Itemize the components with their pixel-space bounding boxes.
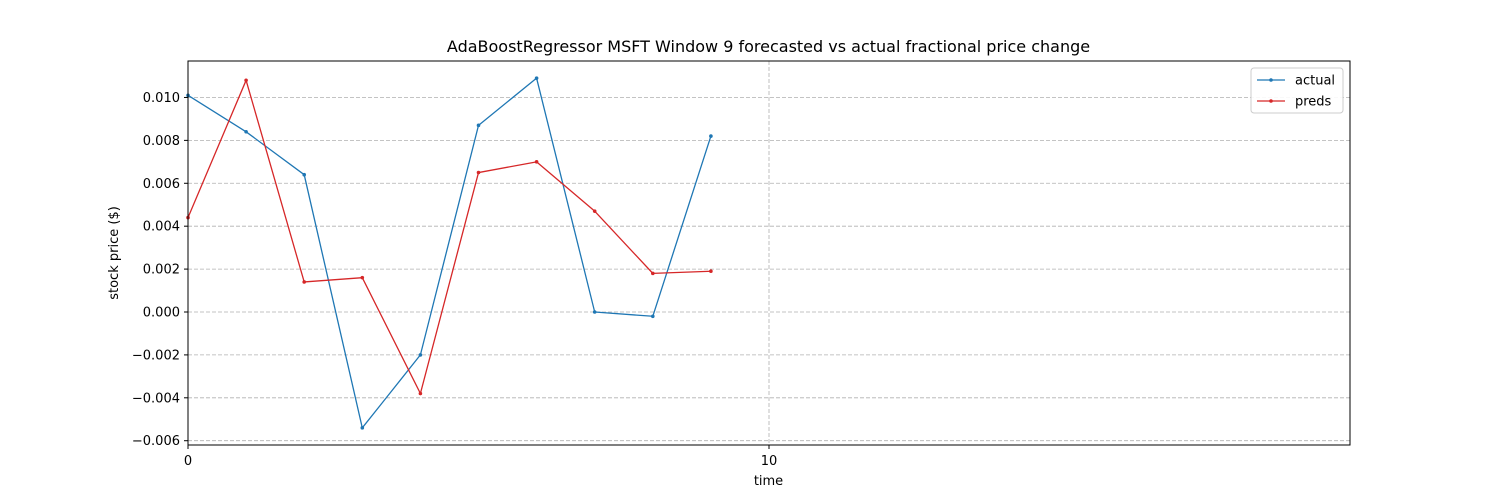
data-point-actual	[476, 123, 481, 128]
series-line-actual	[187, 77, 712, 429]
legend-label-preds: preds	[1295, 95, 1332, 110]
data-point-preds	[302, 280, 307, 284]
y-tick-label: 0.002	[143, 263, 180, 278]
x-tick-label: 10	[761, 454, 778, 469]
legend-marker-actual	[1269, 78, 1273, 82]
y-tick-label: 0.010	[143, 91, 180, 106]
data-point-actual	[244, 129, 248, 134]
y-tick-label: 0.000	[143, 305, 180, 320]
data-point-actual	[418, 353, 423, 357]
legend-box	[1250, 67, 1344, 114]
legend: actual preds	[1250, 67, 1344, 114]
y-axis-label: stock price ($)	[107, 206, 122, 300]
y-tick-label: −0.006	[132, 434, 180, 449]
data-point-actual	[360, 426, 365, 430]
x-tick-label: 0	[184, 454, 192, 469]
data-point-actual	[709, 134, 713, 138]
legend-marker-preds	[1269, 99, 1273, 103]
x-axis-label: time	[754, 474, 783, 489]
y-tick-label: 0.008	[143, 134, 180, 149]
data-point-preds	[476, 170, 481, 175]
chart-title: AdaBoostRegressor MSFT Window 9 forecast…	[447, 37, 1090, 56]
series-preds	[186, 78, 713, 396]
data-point-preds	[360, 275, 365, 280]
data-point-preds	[709, 269, 713, 274]
series-line-preds	[187, 79, 711, 395]
data-point-preds	[418, 391, 423, 396]
data-point-actual	[592, 310, 597, 314]
legend-label-actual: actual	[1295, 74, 1335, 89]
y-tick-label: −0.002	[132, 348, 180, 363]
data-point-preds	[651, 271, 655, 276]
data-point-actual	[534, 76, 539, 80]
grid	[187, 61, 1350, 445]
series-group	[186, 76, 713, 430]
y-tick-label: 0.006	[143, 177, 180, 192]
data-point-preds	[244, 78, 248, 83]
data-point-preds	[534, 160, 539, 164]
y-tick-label: 0.004	[143, 220, 180, 235]
y-tick-label: −0.004	[132, 391, 180, 406]
series-actual	[186, 76, 713, 430]
axis-ticks: −0.006 −0.004 −0.002 0.000 0.002 0.004 0.006 0.…	[132, 91, 777, 469]
data-point-preds	[592, 209, 597, 213]
data-point-actual	[651, 314, 655, 319]
data-point-actual	[302, 172, 307, 177]
